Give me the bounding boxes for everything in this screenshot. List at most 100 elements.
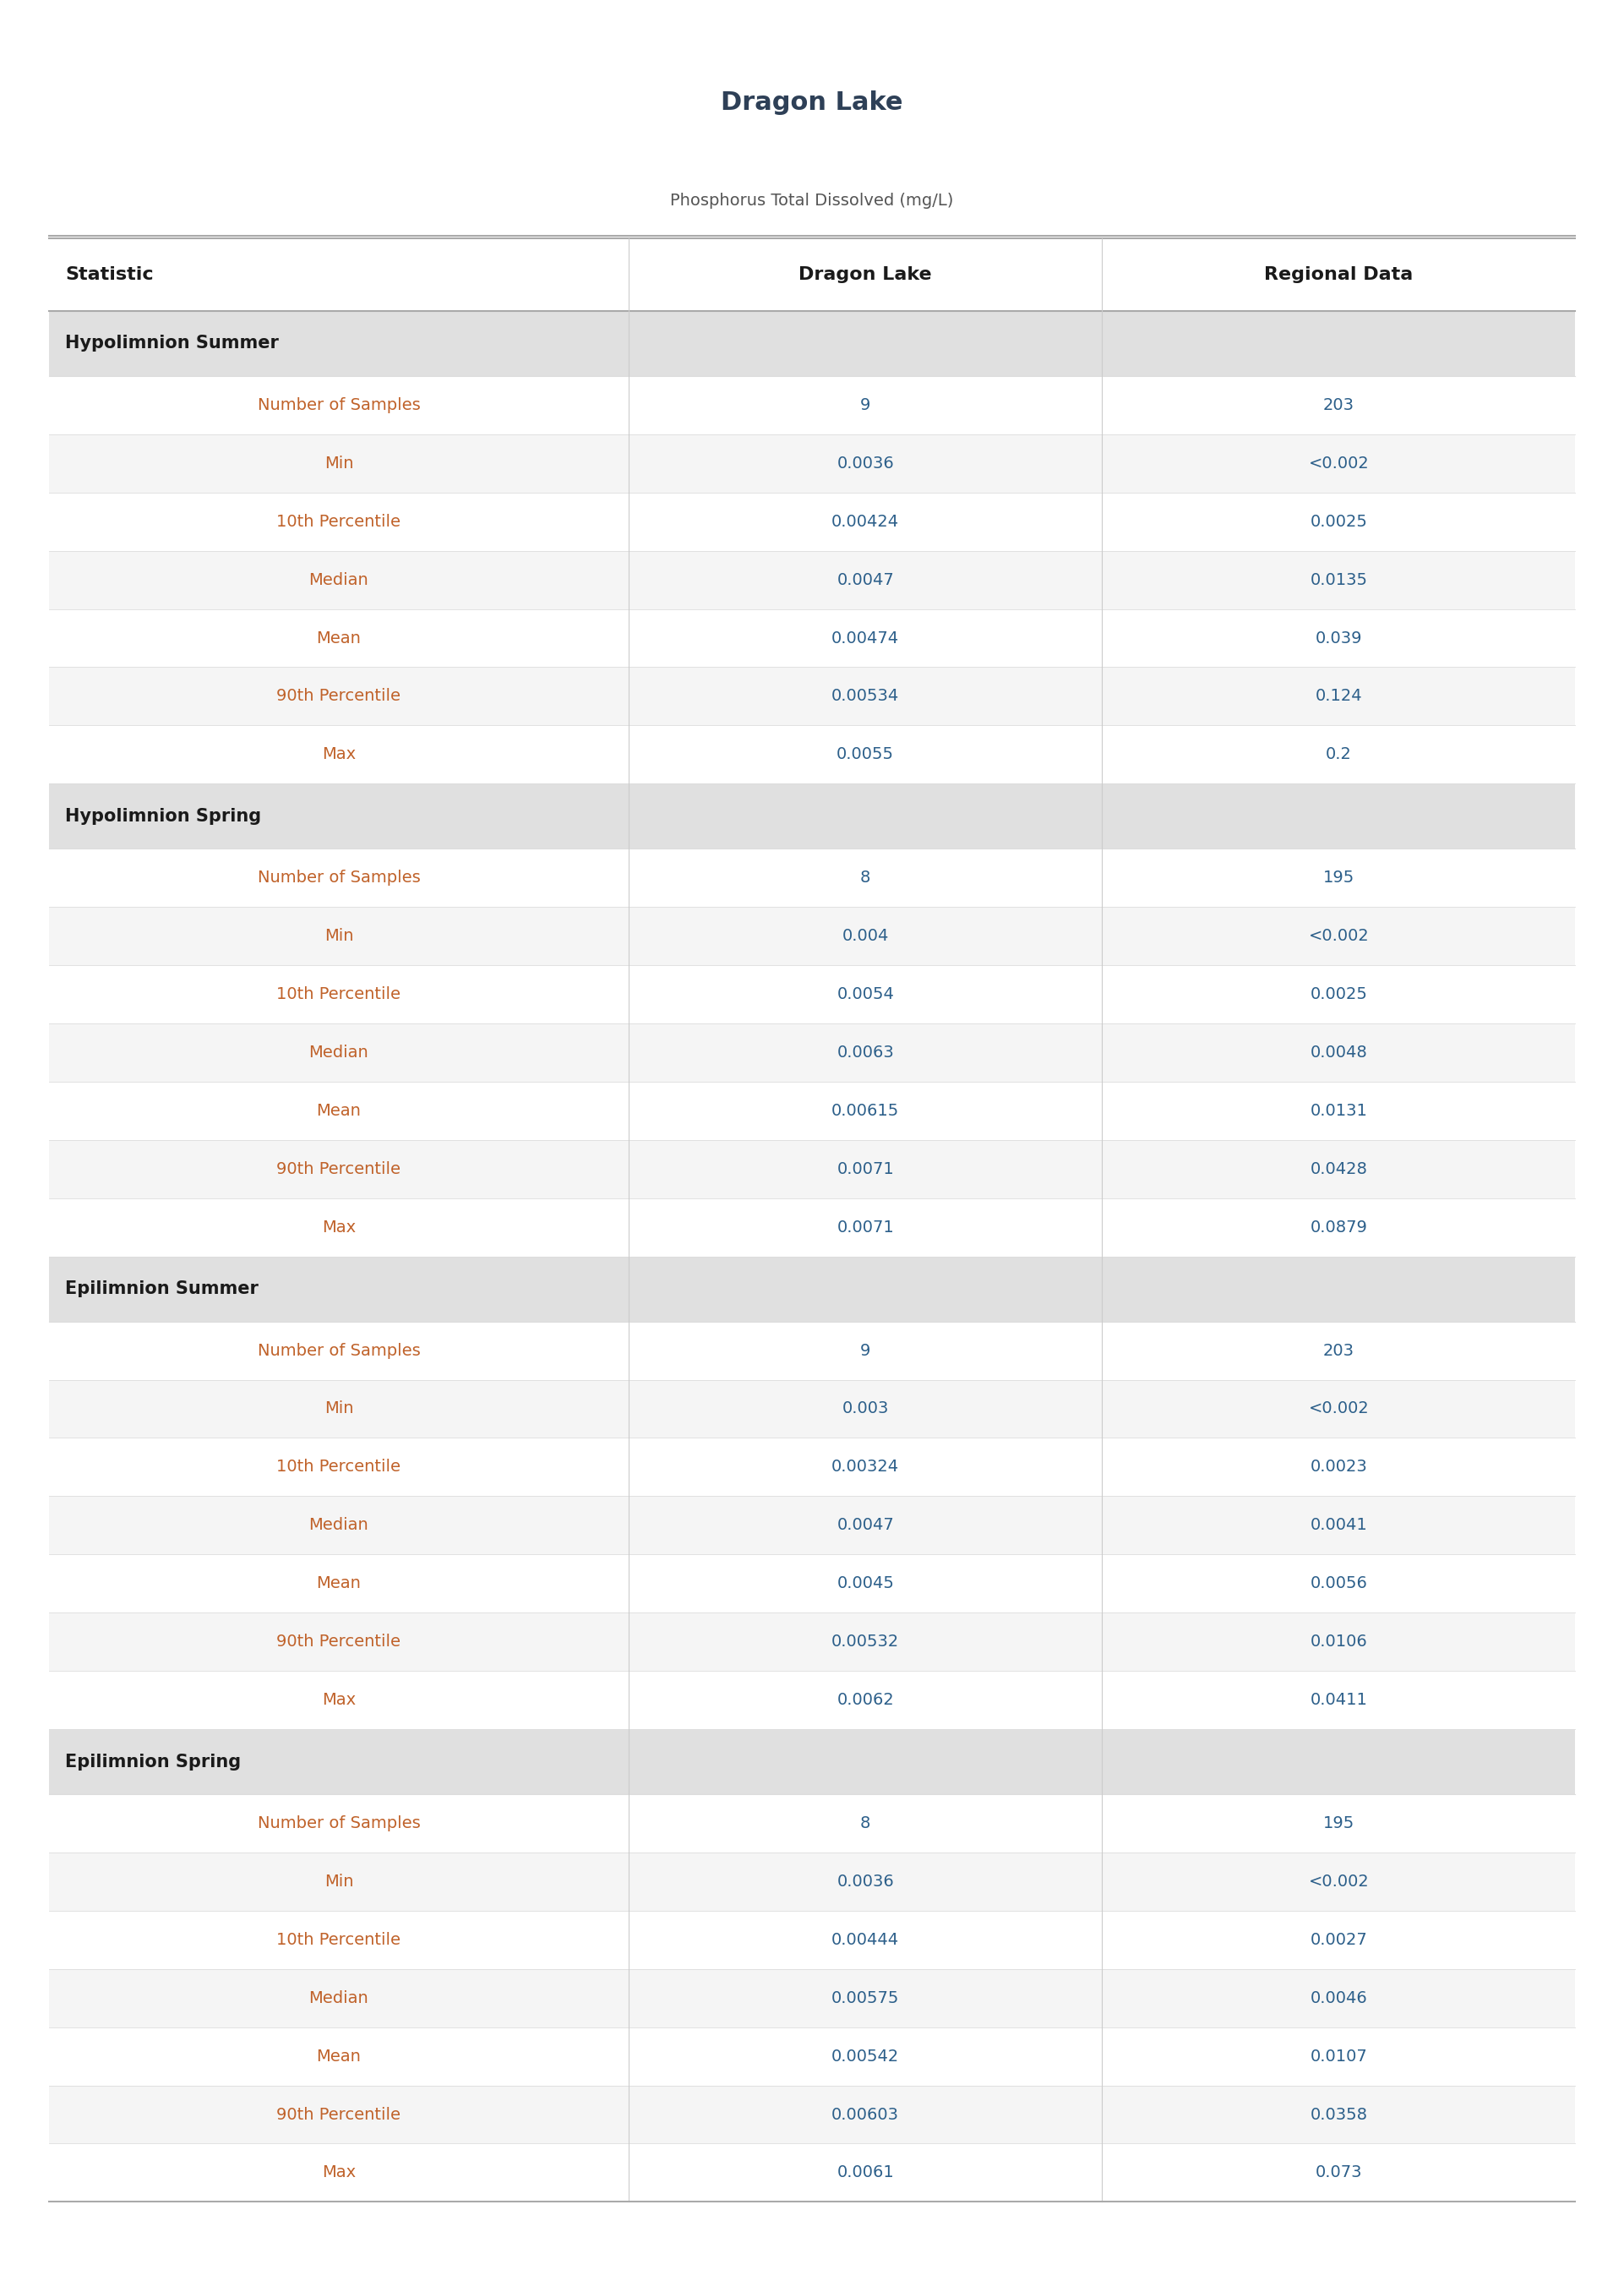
Text: 0.0047: 0.0047	[836, 1516, 895, 1532]
Text: <0.002: <0.002	[1309, 928, 1369, 944]
Bar	[49, 1258, 1575, 1321]
Bar	[49, 908, 1575, 965]
Bar	[49, 1968, 1575, 2027]
Text: 0.0135: 0.0135	[1311, 572, 1367, 588]
Bar	[49, 2143, 1575, 2202]
Text: 0.0055: 0.0055	[836, 747, 895, 763]
Text: 0.0054: 0.0054	[836, 985, 895, 1003]
Text: 90th Percentile: 90th Percentile	[276, 1634, 401, 1650]
Bar	[49, 1671, 1575, 1730]
Text: 0.00575: 0.00575	[831, 1991, 900, 2007]
Bar	[49, 377, 1575, 434]
Text: Number of Samples: Number of Samples	[257, 1342, 421, 1360]
Text: 0.073: 0.073	[1315, 2166, 1363, 2181]
Bar	[49, 849, 1575, 908]
Text: 0.2: 0.2	[1325, 747, 1351, 763]
Text: Epilimnion Spring: Epilimnion Spring	[65, 1752, 240, 1771]
Bar	[49, 965, 1575, 1024]
Text: Max: Max	[322, 747, 356, 763]
Text: 0.00324: 0.00324	[831, 1460, 900, 1476]
Text: 0.0048: 0.0048	[1311, 1044, 1367, 1060]
Bar	[49, 1555, 1575, 1612]
Bar	[49, 667, 1575, 726]
Text: 0.0025: 0.0025	[1311, 513, 1367, 529]
Text: <0.002: <0.002	[1309, 456, 1369, 472]
Text: Epilimnion Summer: Epilimnion Summer	[65, 1280, 258, 1298]
Text: 0.0023: 0.0023	[1311, 1460, 1367, 1476]
Text: 0.039: 0.039	[1315, 631, 1363, 647]
Text: 90th Percentile: 90th Percentile	[276, 1160, 401, 1178]
Text: 0.0358: 0.0358	[1311, 2107, 1367, 2122]
Text: 8: 8	[861, 869, 870, 885]
Text: 0.0046: 0.0046	[1311, 1991, 1367, 2007]
Text: Mean: Mean	[317, 1575, 361, 1591]
Text: Min: Min	[325, 928, 354, 944]
Text: 0.0071: 0.0071	[836, 1160, 895, 1178]
Text: Dragon Lake: Dragon Lake	[721, 91, 903, 116]
Text: Median: Median	[309, 1991, 369, 2007]
Text: 9: 9	[861, 397, 870, 413]
Text: Max: Max	[322, 2166, 356, 2181]
Text: Min: Min	[325, 1873, 354, 1889]
Text: Max: Max	[322, 1691, 356, 1707]
Text: Max: Max	[322, 1219, 356, 1235]
Text: Dragon Lake: Dragon Lake	[799, 266, 932, 284]
Text: Number of Samples: Number of Samples	[257, 869, 421, 885]
Text: <0.002: <0.002	[1309, 1401, 1369, 1416]
Text: 0.00424: 0.00424	[831, 513, 900, 529]
Text: Hypolimnion Spring: Hypolimnion Spring	[65, 808, 261, 824]
Bar	[49, 1852, 1575, 1911]
Text: 0.0045: 0.0045	[836, 1575, 895, 1591]
Text: 203: 203	[1324, 397, 1354, 413]
Text: 90th Percentile: 90th Percentile	[276, 2107, 401, 2122]
Text: Statistic: Statistic	[65, 266, 153, 284]
Text: 195: 195	[1324, 1816, 1354, 1832]
Text: 203: 203	[1324, 1342, 1354, 1360]
Bar	[49, 1911, 1575, 1968]
Bar	[49, 493, 1575, 552]
Text: Median: Median	[309, 1516, 369, 1532]
Text: Median: Median	[309, 1044, 369, 1060]
Bar	[49, 1199, 1575, 1258]
Text: Min: Min	[325, 1401, 354, 1416]
Bar	[49, 1793, 1575, 1852]
Bar	[49, 2027, 1575, 2086]
Text: 9: 9	[861, 1342, 870, 1360]
Text: 10th Percentile: 10th Percentile	[276, 513, 401, 529]
Bar	[49, 1496, 1575, 1555]
Bar	[49, 311, 1575, 377]
Text: 0.0131: 0.0131	[1311, 1103, 1367, 1119]
Bar	[49, 1321, 1575, 1380]
Bar	[49, 1024, 1575, 1083]
Text: 10th Percentile: 10th Percentile	[276, 1460, 401, 1476]
Text: Mean: Mean	[317, 631, 361, 647]
Text: 0.00532: 0.00532	[831, 1634, 900, 1650]
Text: Regional Data: Regional Data	[1263, 266, 1413, 284]
Bar	[49, 238, 1575, 311]
Text: 0.0107: 0.0107	[1311, 2048, 1367, 2063]
Bar	[49, 1083, 1575, 1140]
Text: 0.0025: 0.0025	[1311, 985, 1367, 1003]
Text: 8: 8	[861, 1816, 870, 1832]
Text: 0.00615: 0.00615	[831, 1103, 900, 1119]
Text: 10th Percentile: 10th Percentile	[276, 985, 401, 1003]
Text: Hypolimnion Summer: Hypolimnion Summer	[65, 336, 279, 352]
Text: 0.00534: 0.00534	[831, 688, 900, 704]
Text: 0.00474: 0.00474	[831, 631, 900, 647]
Text: <0.002: <0.002	[1309, 1873, 1369, 1889]
Bar	[49, 1437, 1575, 1496]
Bar	[49, 2086, 1575, 2143]
Text: 0.004: 0.004	[841, 928, 888, 944]
Text: 0.0428: 0.0428	[1311, 1160, 1367, 1178]
Bar	[49, 1140, 1575, 1199]
Text: Min: Min	[325, 456, 354, 472]
Bar	[49, 783, 1575, 849]
Text: 0.00444: 0.00444	[831, 1932, 900, 1948]
Text: Number of Samples: Number of Samples	[257, 397, 421, 413]
Bar	[49, 1730, 1575, 1793]
Bar	[49, 434, 1575, 493]
Text: 0.124: 0.124	[1315, 688, 1363, 704]
Text: Phosphorus Total Dissolved (mg/L): Phosphorus Total Dissolved (mg/L)	[671, 193, 953, 209]
Bar	[49, 552, 1575, 608]
Bar	[49, 726, 1575, 783]
